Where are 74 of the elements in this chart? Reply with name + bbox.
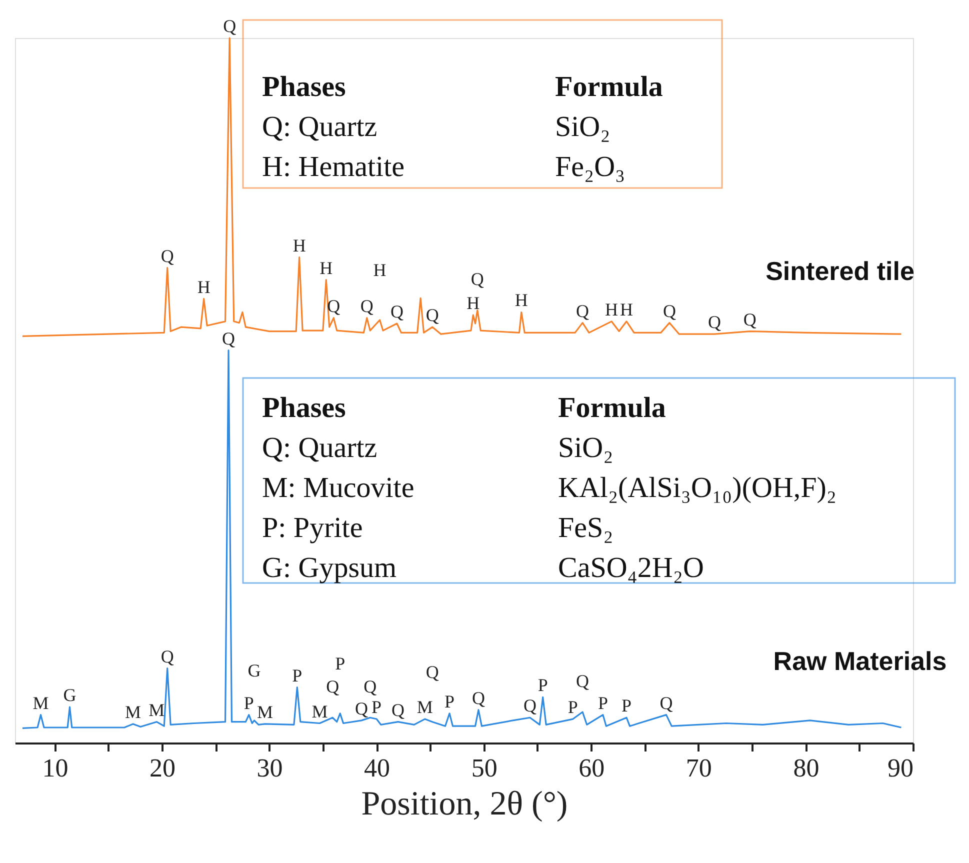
annotation: SiO₂ (555, 111, 610, 143)
annotation: Q (160, 246, 174, 266)
annotation: P (598, 692, 608, 713)
annotation: Q (392, 700, 405, 720)
annotation: Q (576, 670, 590, 691)
annotation: Fe₂O₃ (555, 151, 626, 183)
annotation: Q (426, 305, 439, 326)
series-label: Sintered tile (766, 256, 914, 286)
series-label: Raw Materials (773, 646, 947, 676)
annotation: P (335, 653, 346, 674)
annotation: Q (426, 662, 439, 682)
x-tick-label: 70 (686, 754, 712, 782)
annotation: Phases (262, 71, 346, 103)
annotation: Q: Quartz (262, 432, 378, 464)
annotation: P: Pyrite (262, 512, 363, 544)
annotation: P (372, 697, 382, 718)
annotation: Q (523, 696, 536, 716)
annotation: G (248, 660, 261, 680)
x-tick-label: 80 (793, 754, 820, 782)
x-tick-label: 10 (42, 754, 68, 782)
annotation: M (32, 692, 49, 713)
annotation: M (125, 702, 142, 722)
annotation: M (256, 702, 273, 722)
annotation: Q (660, 692, 673, 713)
annotation: G: Gypsum (262, 552, 397, 584)
annotation: Q (470, 269, 484, 290)
annotation: Q (708, 312, 722, 332)
annotation: H: Hematite (262, 151, 405, 183)
annotation: H (197, 276, 210, 297)
annotation: H (620, 299, 634, 320)
x-tick-label: 20 (149, 754, 176, 782)
annotation: H (514, 290, 528, 310)
annotation: Q (364, 676, 377, 697)
annotation: Q (355, 698, 368, 718)
annotation: M (148, 700, 165, 720)
annotation: Q (223, 16, 236, 36)
annotation: P (444, 691, 455, 712)
annotation: H (320, 258, 333, 278)
annotation: Q (576, 300, 590, 321)
x-tick-label: 30 (256, 754, 283, 782)
annotation: M (312, 701, 328, 722)
annotation: M (416, 697, 433, 718)
annotation: P (538, 675, 548, 696)
x-tick-label: 60 (578, 754, 605, 782)
annotation: KAl₂(AlSi₃O₁₀)(OH,F)₂ (558, 472, 837, 504)
annotation: Q (326, 676, 340, 697)
annotation: Q (662, 300, 676, 321)
annotation: H (373, 260, 386, 280)
annotation: Q (160, 646, 174, 666)
annotation: Q (472, 688, 485, 708)
annotation: H (605, 299, 618, 320)
annotation: P (568, 697, 578, 718)
x-tick-label: 90 (888, 754, 914, 782)
annotation: P (622, 696, 632, 716)
annotation: P (292, 665, 302, 686)
annotation: FeS₂ (558, 512, 614, 544)
annotation: M: Mucovite (262, 472, 414, 504)
annotation: Q (743, 309, 756, 330)
x-tick-label: 50 (471, 754, 498, 782)
annotation: Q: Quartz (262, 111, 378, 143)
annotation: Phases (262, 392, 346, 424)
annotation: Formula (555, 71, 664, 103)
annotation: Formula (558, 392, 666, 424)
annotation: G (63, 685, 76, 706)
annotation: SiO₂ (558, 432, 614, 464)
annotation: Q (360, 296, 374, 316)
annotation: Q (390, 302, 404, 322)
annotation: H (466, 293, 480, 314)
annotation: H (292, 235, 306, 256)
annotation: CaSO₄2H₂O (558, 552, 704, 584)
annotation: Q (222, 328, 236, 348)
x-axis-title: Position, 2θ (°) (361, 786, 568, 822)
x-tick-label: 40 (364, 754, 390, 782)
annotation: P (244, 692, 254, 713)
